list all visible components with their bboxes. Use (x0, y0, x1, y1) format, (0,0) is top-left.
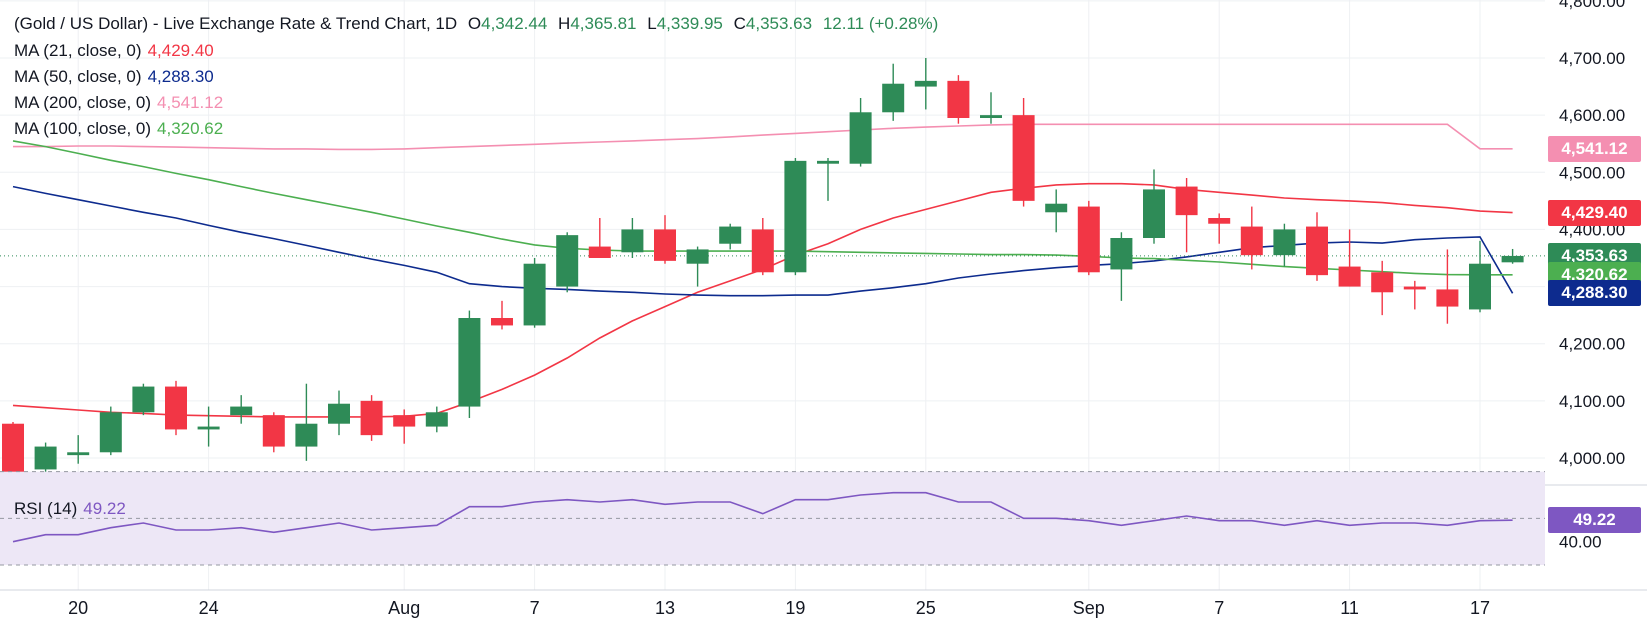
pill-ma50: 4,288.30 (1548, 280, 1641, 307)
candle-body (1371, 272, 1394, 293)
time-axis-tick: 20 (68, 598, 88, 618)
time-axis-tick: 7 (530, 598, 540, 618)
rsi-axis-tick: 40.00 (1559, 533, 1602, 552)
candle-body (849, 112, 872, 164)
price-axis-tick: 4,600.00 (1559, 106, 1625, 125)
legend-ma200[interactable]: MA (200, close, 0) 4,541.12 (14, 93, 229, 113)
candle-body (1403, 286, 1426, 290)
candle-body (1501, 255, 1524, 263)
time-axis-tick: 19 (785, 598, 805, 618)
candle-body (784, 160, 807, 273)
candle-body (67, 452, 90, 456)
candle-body (2, 423, 24, 473)
legend-ma50-label: MA (50, close, 0) (14, 67, 142, 86)
price-axis-tick: 4,800.00 (1559, 0, 1625, 11)
legend-ma200-value: 4,541.12 (157, 93, 224, 112)
candle-body (360, 400, 383, 436)
candle-body (1143, 189, 1165, 238)
candle-body (882, 83, 905, 113)
candle-body (1110, 238, 1133, 270)
candle-body (1175, 186, 1198, 216)
price-axis[interactable]: 4,800.004,700.004,600.004,500.004,400.00… (1559, 0, 1625, 468)
candle-body (491, 318, 513, 326)
candle-body (197, 426, 220, 430)
legend-ma21-label: MA (21, close, 0) (14, 41, 142, 60)
candle-body (230, 406, 253, 416)
candle-body (588, 246, 611, 258)
time-axis-tick: Aug (388, 598, 420, 618)
candle-body (980, 115, 1002, 118)
candle-body (1077, 206, 1100, 273)
price-axis-tick: 4,100.00 (1559, 392, 1625, 411)
ohlc-high: H4,365.81 (558, 14, 637, 33)
candle-body (1045, 203, 1068, 213)
legend-ma21[interactable]: MA (21, close, 0) 4,429.40 (14, 41, 220, 61)
time-axis-tick: 11 (1340, 598, 1359, 618)
time-axis-tick: 24 (199, 598, 219, 618)
candle-body (817, 160, 839, 164)
chart-header: (Gold / US Dollar) - Live Exchange Rate … (14, 14, 944, 34)
pill-ma200: 4,541.12 (1548, 135, 1641, 162)
candle-body (1012, 115, 1035, 201)
candle-body (99, 412, 122, 453)
candle-body (751, 229, 774, 273)
chart-title: (Gold / US Dollar) - Live Exchange Rate … (14, 14, 458, 33)
candle-body (1436, 289, 1459, 307)
legend-ma21-value: 4,429.40 (147, 41, 214, 60)
candle-body (425, 412, 448, 427)
ohlc-change: 12.11 (+0.28%) (822, 14, 939, 33)
candle-body (719, 226, 742, 244)
candle-body (262, 415, 285, 447)
candle-body (914, 80, 937, 87)
candle-body (523, 263, 546, 326)
price-axis-tick: 4,000.00 (1559, 449, 1625, 468)
time-axis[interactable]: 20 24 Aug 7 13 19 25 Sep 7 11 17 (68, 598, 1490, 618)
candle-body (458, 318, 481, 407)
candle-body (34, 446, 57, 470)
legend-ma100-value: 4,320.62 (157, 119, 224, 138)
candle-body (1273, 229, 1296, 256)
ohlc-open: O4,342.44 (467, 14, 548, 33)
ohlc-close: C4,353.63 (733, 14, 813, 33)
rsi-value: 49.22 (83, 499, 126, 518)
candle-body (556, 235, 579, 287)
time-axis-tick: 7 (1214, 598, 1224, 618)
ohlc-low: L4,339.95 (647, 14, 723, 33)
time-axis-tick: 17 (1470, 598, 1490, 618)
rsi-pane: 40.00 (0, 471, 1602, 566)
candle-body (621, 229, 644, 253)
price-axis-tick: 4,500.00 (1559, 163, 1625, 182)
ma-line-2 (13, 123, 1513, 151)
rsi-legend[interactable]: RSI (14) 49.22 (14, 499, 132, 519)
candle-body (393, 415, 416, 427)
candle-body (1208, 218, 1231, 224)
pill-rsi: 49.22 (1548, 507, 1641, 534)
candle-body (1306, 226, 1328, 276)
candle-body (1240, 226, 1263, 256)
legend-ma200-label: MA (200, close, 0) (14, 93, 152, 112)
price-axis-tick: 4,700.00 (1559, 49, 1625, 68)
candle-body (295, 423, 318, 447)
legend-ma50[interactable]: MA (50, close, 0) 4,288.30 (14, 67, 220, 87)
legend-ma100[interactable]: MA (100, close, 0) 4,320.62 (14, 119, 229, 139)
candle-body (1469, 263, 1491, 310)
candle-body (165, 386, 187, 430)
price-axis-tick: 4,200.00 (1559, 335, 1625, 354)
candles (2, 58, 1524, 481)
candle-body (947, 80, 970, 118)
legend-ma50-value: 4,288.30 (147, 67, 214, 86)
time-axis-tick: 25 (916, 598, 936, 618)
time-axis-tick: 13 (655, 598, 675, 618)
candle-body (132, 386, 155, 413)
candle-body (328, 403, 350, 424)
candle-body (654, 229, 676, 261)
legend-ma100-label: MA (100, close, 0) (14, 119, 152, 138)
candle-body (1338, 266, 1361, 287)
time-axis-tick: Sep (1073, 598, 1105, 618)
rsi-line (12, 491, 1513, 543)
pill-ma21: 4,429.40 (1548, 199, 1641, 226)
candle-body (686, 249, 709, 264)
rsi-label: RSI (14) (14, 499, 78, 518)
